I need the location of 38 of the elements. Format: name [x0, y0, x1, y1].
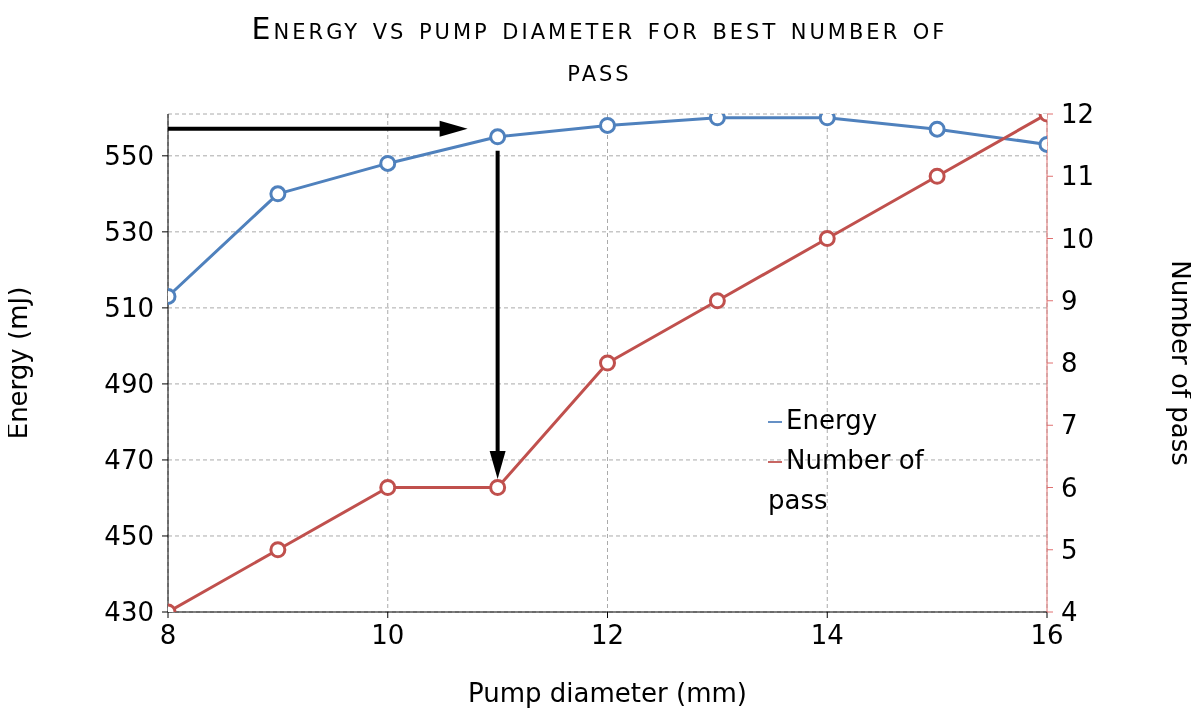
- point: [489, 479, 507, 496]
- point: [379, 154, 397, 172]
- legend-label: Number of pass: [768, 445, 924, 515]
- point: [928, 167, 946, 185]
- y2-tick-label: 11: [1061, 161, 1095, 192]
- point: [818, 230, 836, 247]
- y-tick-label: 430: [104, 597, 154, 628]
- y2-tick-label: 8: [1061, 348, 1078, 379]
- x-tick-label: 10: [371, 620, 405, 651]
- y2-tick-label: 12: [1061, 99, 1095, 130]
- y-tick-label: 530: [104, 217, 154, 248]
- y-tick-label: 450: [104, 521, 154, 552]
- x-axis-title: Pump diameter (mm): [468, 678, 747, 708]
- y2-tick-label: 10: [1061, 223, 1095, 254]
- y-tick-label: 550: [104, 141, 154, 172]
- chart-title: Energy vs pump diameter for best number of pass: [250, 10, 949, 90]
- y-tick-label: 490: [104, 369, 154, 400]
- y-tick-label: 470: [104, 445, 154, 476]
- y2-tick-label: 7: [1061, 410, 1078, 441]
- y2-tick-label: 5: [1061, 534, 1078, 565]
- y-tick-label: 510: [104, 293, 154, 324]
- x-tick-label: 12: [590, 620, 625, 651]
- point: [489, 128, 507, 146]
- y2-tick-label: 9: [1061, 285, 1078, 316]
- y2-axis-title: Number of pass: [1165, 260, 1196, 466]
- point: [599, 354, 616, 372]
- point: [269, 541, 287, 559]
- y-axis-title: Energy (mJ): [3, 286, 34, 440]
- point: [708, 292, 726, 310]
- x-tick-label: 8: [159, 620, 177, 651]
- point: [599, 116, 616, 134]
- y2-tick-label: 6: [1061, 472, 1078, 503]
- point: [269, 185, 287, 203]
- legend-label: Energy: [786, 405, 878, 435]
- point: [379, 479, 397, 496]
- y2-tick-label: 4: [1061, 597, 1078, 628]
- x-tick-label: 16: [1030, 620, 1064, 651]
- x-tick-label: 14: [810, 620, 844, 651]
